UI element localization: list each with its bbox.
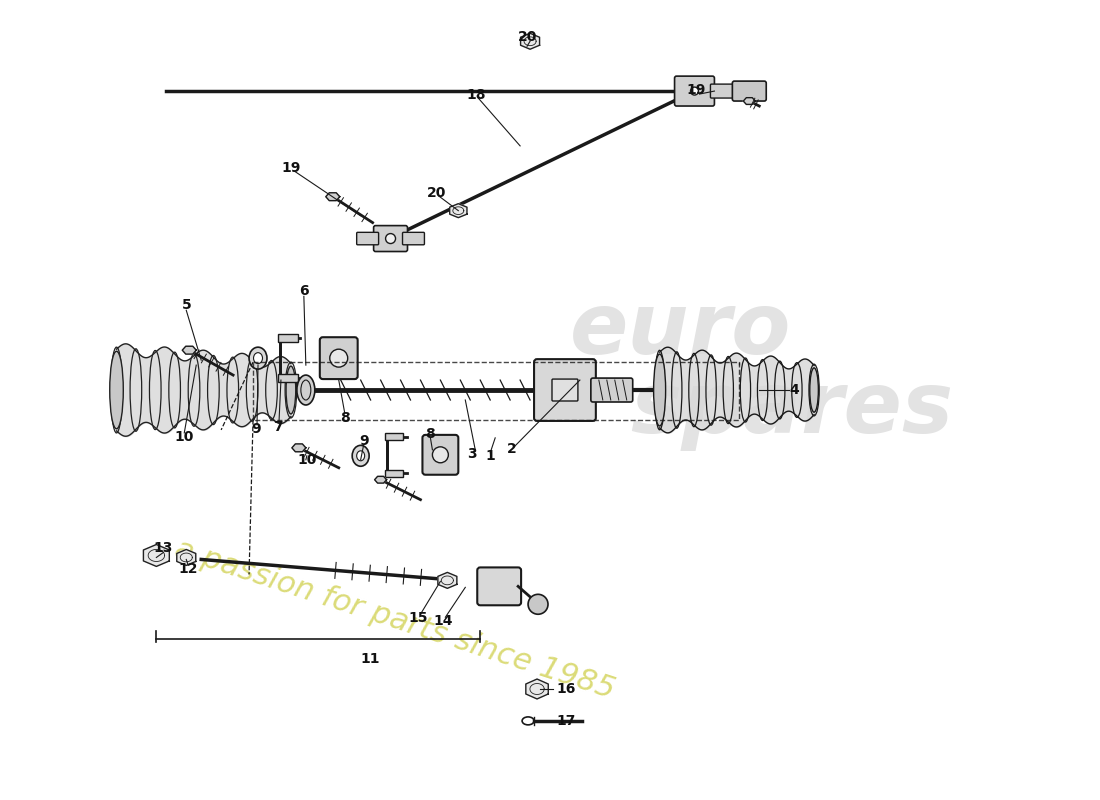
- Ellipse shape: [810, 368, 818, 412]
- Text: 10: 10: [175, 430, 194, 444]
- Text: 20: 20: [517, 30, 537, 44]
- Text: 9: 9: [359, 434, 369, 448]
- Circle shape: [528, 594, 548, 614]
- Circle shape: [691, 87, 698, 95]
- Polygon shape: [143, 545, 169, 566]
- FancyBboxPatch shape: [422, 435, 459, 474]
- FancyBboxPatch shape: [535, 359, 596, 421]
- Text: 10: 10: [297, 453, 317, 466]
- Ellipse shape: [110, 351, 123, 429]
- Ellipse shape: [352, 446, 370, 466]
- FancyBboxPatch shape: [674, 76, 714, 106]
- Ellipse shape: [653, 354, 666, 426]
- FancyBboxPatch shape: [552, 379, 578, 401]
- Circle shape: [432, 447, 449, 462]
- Ellipse shape: [253, 353, 263, 364]
- Polygon shape: [326, 193, 340, 201]
- Text: 14: 14: [433, 614, 453, 628]
- FancyBboxPatch shape: [591, 378, 632, 402]
- Text: 2: 2: [507, 442, 517, 456]
- FancyBboxPatch shape: [403, 232, 425, 245]
- FancyBboxPatch shape: [385, 433, 403, 440]
- Text: 6: 6: [299, 284, 309, 298]
- Polygon shape: [177, 550, 196, 566]
- Text: 13: 13: [154, 542, 173, 555]
- Ellipse shape: [249, 347, 267, 369]
- FancyBboxPatch shape: [278, 374, 298, 382]
- Polygon shape: [438, 572, 456, 588]
- Text: 3: 3: [468, 447, 477, 461]
- Ellipse shape: [356, 451, 364, 461]
- Text: spares: spares: [629, 369, 953, 451]
- Text: 8: 8: [426, 427, 436, 441]
- FancyBboxPatch shape: [278, 334, 298, 342]
- FancyBboxPatch shape: [477, 567, 521, 606]
- Text: 17: 17: [557, 714, 575, 728]
- Text: 9: 9: [251, 422, 261, 436]
- Polygon shape: [744, 98, 756, 105]
- Polygon shape: [375, 476, 386, 483]
- Text: 11: 11: [361, 652, 381, 666]
- Ellipse shape: [297, 375, 315, 405]
- Text: 18: 18: [466, 88, 486, 102]
- Ellipse shape: [286, 366, 296, 414]
- Polygon shape: [292, 444, 306, 452]
- Polygon shape: [450, 204, 466, 218]
- Text: 19: 19: [686, 83, 706, 97]
- Text: 19: 19: [282, 161, 300, 175]
- FancyBboxPatch shape: [385, 470, 403, 477]
- Text: 20: 20: [427, 186, 447, 200]
- FancyBboxPatch shape: [356, 232, 378, 245]
- Text: 8: 8: [340, 411, 350, 425]
- Polygon shape: [526, 679, 548, 699]
- Text: 15: 15: [409, 611, 428, 626]
- Text: 1: 1: [485, 449, 495, 463]
- Polygon shape: [520, 34, 540, 50]
- FancyBboxPatch shape: [320, 338, 358, 379]
- Text: 12: 12: [178, 562, 198, 577]
- Text: a passion for parts since 1985: a passion for parts since 1985: [172, 534, 618, 704]
- Circle shape: [330, 349, 348, 367]
- Text: 4: 4: [790, 383, 799, 397]
- Text: 16: 16: [557, 682, 575, 696]
- Polygon shape: [183, 346, 196, 354]
- FancyBboxPatch shape: [733, 81, 767, 101]
- FancyBboxPatch shape: [711, 84, 737, 98]
- Text: euro: euro: [570, 289, 791, 372]
- Text: 5: 5: [182, 298, 191, 312]
- Text: 7: 7: [273, 420, 283, 434]
- FancyBboxPatch shape: [374, 226, 407, 251]
- Circle shape: [386, 234, 396, 243]
